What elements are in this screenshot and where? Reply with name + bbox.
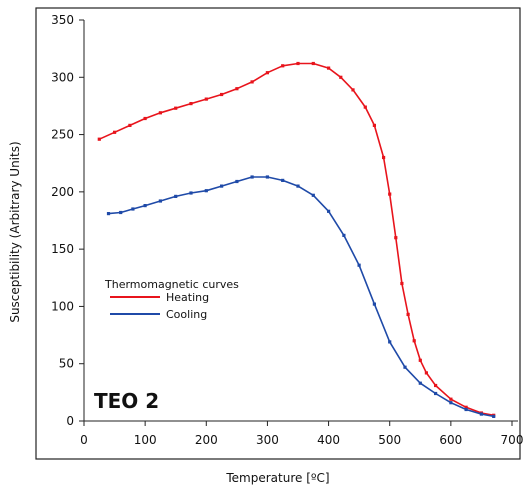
data-point — [449, 397, 453, 401]
data-point — [265, 71, 269, 75]
data-point — [412, 339, 416, 343]
series-cooling — [106, 175, 496, 418]
data-point — [351, 88, 355, 92]
data-point — [342, 233, 346, 237]
data-point — [235, 179, 239, 184]
data-point — [434, 383, 438, 388]
data-point — [327, 66, 331, 70]
data-point — [372, 302, 376, 306]
data-point — [372, 123, 376, 127]
y-axis: 0 50 100 150 200 250 300 350 — [51, 13, 85, 428]
x-tick-label: 600 — [439, 433, 462, 447]
data-point — [449, 401, 453, 405]
y-tick-label: 0 — [66, 414, 74, 428]
data-point — [158, 111, 162, 115]
data-point — [403, 365, 407, 369]
data-point — [235, 87, 239, 91]
data-point — [250, 175, 254, 179]
data-point — [464, 407, 468, 412]
data-point — [131, 207, 135, 211]
data-point — [220, 184, 224, 188]
x-tick-label: 700 — [501, 433, 524, 447]
data-point — [189, 191, 193, 195]
data-point — [400, 281, 404, 286]
data-point — [406, 312, 410, 316]
data-point — [174, 106, 178, 110]
data-point — [388, 340, 392, 344]
data-point — [143, 204, 147, 208]
data-point — [311, 61, 315, 66]
y-tick-label: 150 — [51, 242, 74, 256]
data-point — [174, 194, 178, 198]
x-tick-label: 100 — [134, 433, 157, 447]
series-layer — [97, 61, 496, 418]
data-point — [479, 412, 483, 416]
x-axis-label: Temperature [ºC] — [225, 471, 329, 485]
data-point — [311, 193, 315, 197]
data-point — [281, 64, 285, 68]
data-point — [113, 130, 117, 134]
data-point — [357, 263, 361, 267]
data-point — [128, 123, 132, 127]
legend-label-heating: Heating — [166, 291, 209, 304]
x-tick-label: 200 — [195, 433, 218, 447]
y-tick-label: 300 — [51, 70, 74, 84]
y-tick-label: 350 — [51, 13, 74, 27]
y-tick-label: 250 — [51, 128, 74, 142]
x-tick-label: 500 — [378, 433, 401, 447]
data-point — [158, 199, 162, 203]
legend-title: Thermomagnetic curves — [104, 278, 239, 291]
data-point — [492, 414, 496, 418]
data-point — [418, 381, 422, 385]
data-point — [143, 116, 147, 121]
data-point — [119, 210, 123, 215]
series-heating — [97, 61, 496, 417]
data-point — [464, 405, 468, 409]
data-point — [204, 97, 208, 101]
data-point — [388, 192, 392, 196]
data-point — [250, 80, 254, 84]
data-point — [434, 391, 438, 396]
data-point — [106, 212, 111, 216]
data-point — [265, 175, 269, 179]
data-point — [296, 184, 300, 188]
y-tick-label: 200 — [51, 185, 74, 199]
data-point — [220, 92, 224, 97]
x-tick-label: 300 — [256, 433, 279, 447]
data-point — [327, 209, 331, 213]
y-tick-label: 50 — [59, 357, 74, 371]
data-point — [281, 178, 285, 182]
y-axis-label: Susceptibility (Arbitrary Units) — [8, 141, 22, 322]
data-point — [418, 358, 422, 362]
x-axis: 0 100 200 300 400 500 600 700 — [80, 420, 524, 447]
data-point — [394, 236, 398, 240]
y-tick-label: 100 — [51, 299, 74, 313]
data-point — [382, 155, 386, 160]
data-point — [97, 137, 101, 141]
data-point — [296, 61, 300, 66]
x-tick-label: 0 — [80, 433, 88, 447]
x-tick-label: 400 — [317, 433, 340, 447]
plot-frame — [35, 7, 521, 460]
sample-label: TEO 2 — [94, 389, 159, 413]
data-point — [204, 189, 208, 193]
data-point — [339, 75, 343, 79]
data-point — [424, 371, 428, 375]
data-point — [189, 102, 193, 106]
legend-label-cooling: Cooling — [166, 308, 207, 321]
data-point — [363, 105, 367, 109]
legend: Thermomagnetic curves Heating Cooling — [104, 278, 239, 321]
